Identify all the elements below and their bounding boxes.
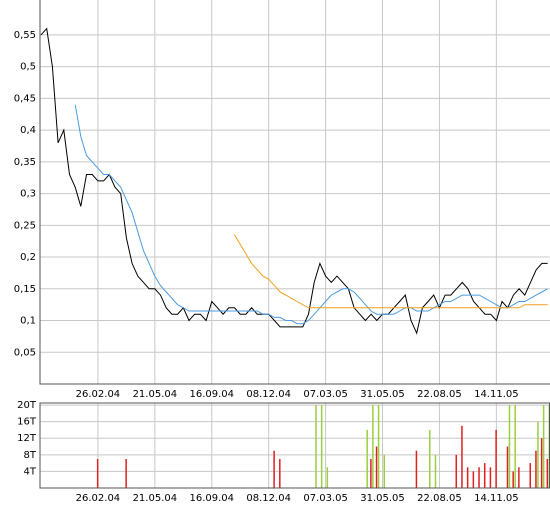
x-tick-label: 07.03.05 — [303, 493, 348, 504]
plot-area — [40, 0, 550, 384]
x-tick-label: 26.02.04 — [76, 493, 121, 504]
price-line — [40, 27, 548, 335]
volume-bar — [429, 429, 431, 488]
x-tick-label: 08.12.04 — [246, 493, 291, 504]
volume-bar — [370, 458, 372, 488]
volume-bar — [383, 454, 386, 488]
y-tick-label: 16T — [17, 417, 37, 428]
volume-bar — [326, 467, 329, 488]
y-tick-label: 4T — [24, 466, 37, 477]
x-tick-label: 08.12.04 — [246, 389, 291, 400]
y-tick-label: 0,45 — [14, 93, 36, 104]
y-tick-label: 20T — [17, 400, 37, 411]
volume-bar — [472, 471, 475, 488]
volume-bar — [537, 421, 539, 488]
volume-bar — [455, 454, 458, 488]
x-tick-label: 22.08.05 — [417, 389, 462, 400]
volume-bar — [540, 438, 543, 488]
y-tick-label: 0,05 — [14, 347, 36, 358]
y-tick-label: 8T — [24, 450, 37, 461]
x-tick-label: 26.02.04 — [76, 389, 121, 400]
volume-bar — [542, 405, 545, 488]
y-tick-label: 0,25 — [14, 220, 36, 231]
x-tick-label: 14.11.05 — [474, 493, 519, 504]
volume-bar — [125, 458, 127, 488]
y-tick-label: 12T — [17, 433, 37, 444]
volume-bar — [514, 405, 516, 488]
volume-bar — [478, 467, 480, 488]
volume-bar — [461, 425, 463, 488]
volume-bar — [546, 458, 549, 488]
volume-bar — [483, 463, 486, 488]
volume-bar — [535, 450, 537, 488]
y-tick-label: 0,15 — [14, 284, 36, 295]
volume-bar — [375, 446, 378, 488]
volume-bar — [508, 405, 511, 488]
x-tick-label: 21.05.04 — [133, 389, 178, 400]
axis — [39, 0, 550, 385]
volume-bar — [415, 450, 418, 488]
y-tick-label: 0,3 — [20, 189, 36, 200]
volume-bar — [273, 450, 275, 488]
x-tick-label: 07.03.05 — [303, 389, 348, 400]
volume-bar — [377, 405, 380, 488]
volume-bar — [518, 467, 520, 488]
volume-bar — [372, 405, 374, 488]
volume-bar — [495, 429, 497, 488]
plot-area — [40, 403, 550, 488]
volume-bar — [279, 458, 281, 488]
y-tick-label: 0,1 — [20, 316, 36, 327]
x-tick-label: 14.11.05 — [474, 389, 519, 400]
y-tick-label: 0,55 — [14, 30, 36, 41]
volume-bar — [366, 429, 368, 488]
price-line — [234, 234, 548, 309]
volume-bar — [96, 458, 99, 488]
x-tick-label: 16.09.04 — [189, 493, 234, 504]
y-tick-label: 0,4 — [20, 125, 36, 136]
volume-bar — [315, 405, 317, 488]
x-tick-label: 31.05.05 — [360, 493, 405, 504]
y-tick-label: 0,5 — [20, 62, 36, 73]
y-tick-label: 0,2 — [20, 252, 36, 263]
volume-bar — [489, 467, 492, 488]
volume-bar — [466, 467, 469, 488]
volume-bar — [506, 446, 509, 488]
volume-bar — [434, 454, 437, 488]
volume-bar — [320, 405, 323, 488]
price-line — [74, 104, 548, 325]
x-tick-label: 22.08.05 — [417, 493, 462, 504]
x-tick-label: 31.05.05 — [360, 389, 405, 400]
volume-bar — [529, 463, 532, 488]
volume-bar — [512, 471, 514, 488]
y-tick-label: 0,35 — [14, 157, 36, 168]
x-tick-label: 21.05.04 — [133, 493, 178, 504]
x-tick-label: 16.09.04 — [189, 389, 234, 400]
